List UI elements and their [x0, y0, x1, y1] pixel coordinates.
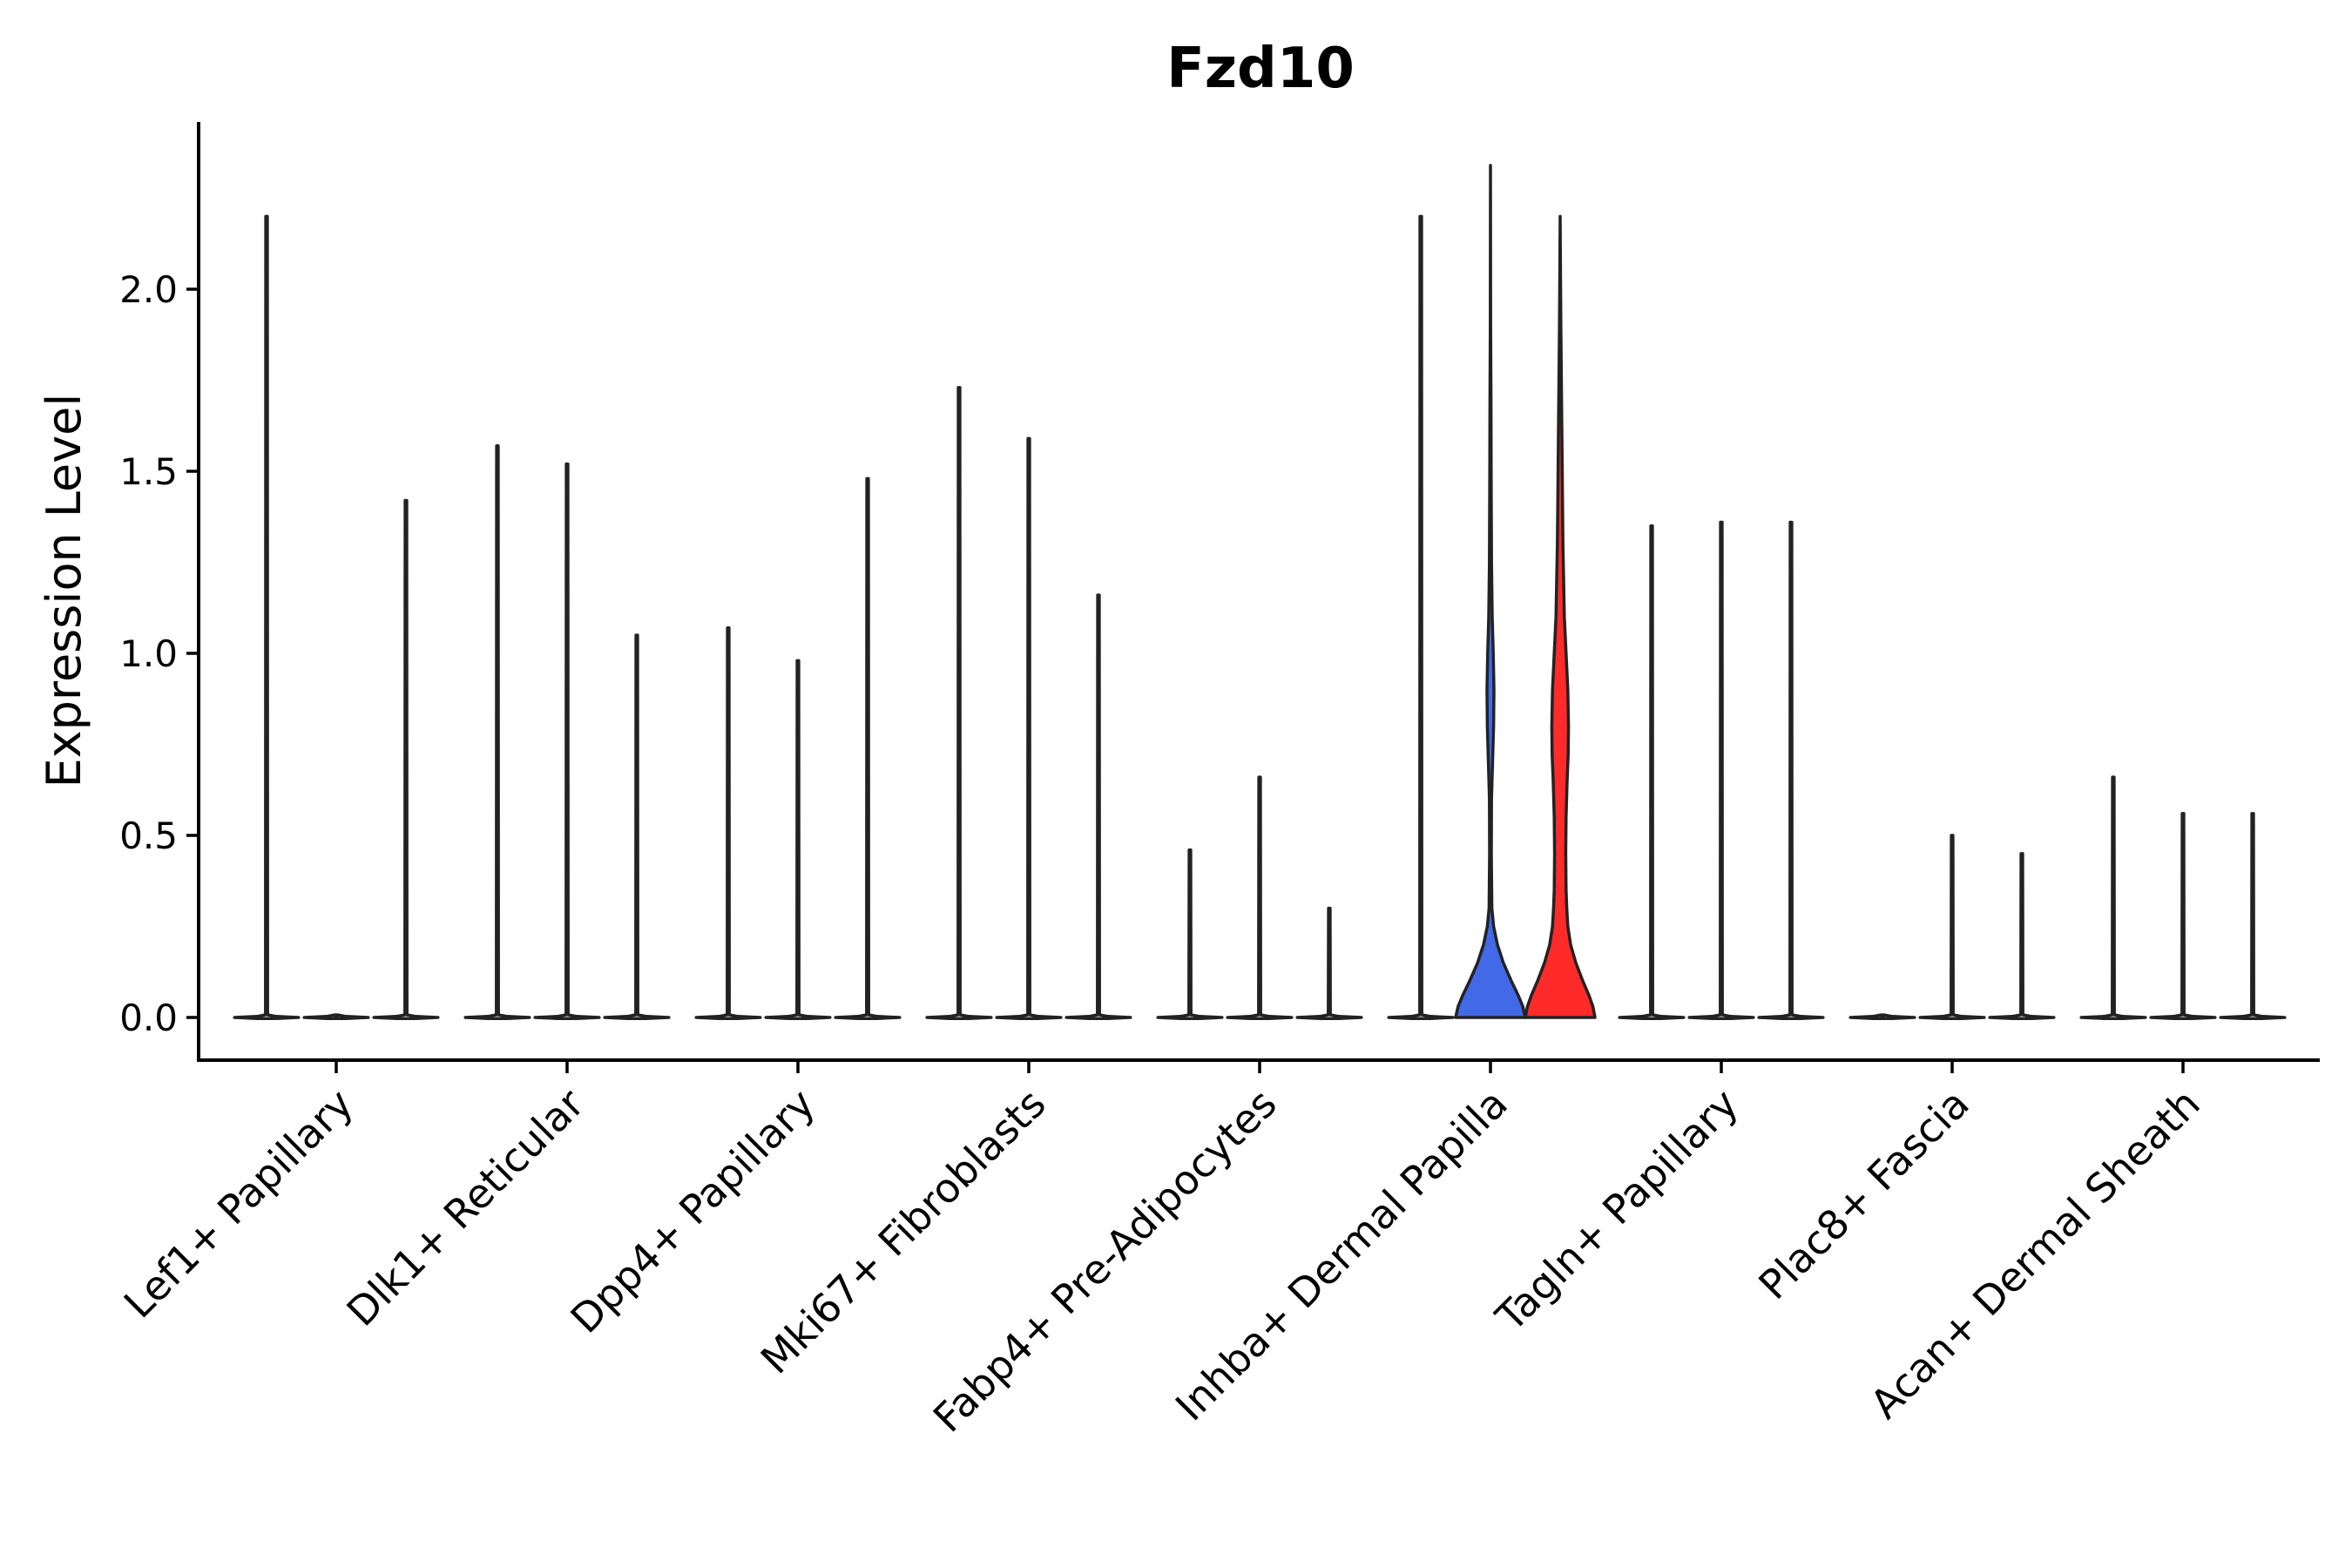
violin-6-2	[1757, 520, 1825, 1020]
violin-8-0	[2079, 775, 2147, 1020]
violin-2-2	[834, 476, 902, 1020]
violin-8-2	[2219, 812, 2287, 1020]
y-tick-label: 2.0	[119, 268, 178, 311]
violins-group	[233, 164, 2287, 1020]
violin-4-0	[1156, 848, 1224, 1020]
violin-8-1	[2149, 812, 2217, 1020]
y-ticks-group: 0.0 0.5 1.0 1.5 2.0	[119, 268, 199, 1039]
violin-7-2	[1988, 852, 2056, 1020]
violin-0-0	[233, 214, 301, 1020]
violin-2-1	[764, 659, 832, 1020]
y-axis-label: Expression Level	[37, 394, 91, 788]
violin-3-0	[925, 386, 993, 1020]
violin-4-1	[1226, 775, 1294, 1020]
y-tick-label: 0.5	[119, 814, 178, 857]
x-tick-label: Dlk1+ Reticular	[338, 1080, 593, 1335]
y-tick-label: 1.5	[119, 450, 178, 493]
violin-1-0	[463, 443, 531, 1020]
violin-3-2	[1064, 593, 1132, 1020]
violin-1-1	[533, 462, 601, 1020]
violin-3-1	[995, 436, 1063, 1020]
violin-7-1	[1918, 834, 1986, 1020]
violin-2-0	[694, 625, 762, 1020]
violin-0-1	[302, 1013, 370, 1020]
violin-6-0	[1618, 524, 1686, 1020]
violin-5-0	[1387, 214, 1455, 1020]
y-tick-label: 0.0	[119, 997, 178, 1039]
violin-1-2	[603, 633, 671, 1020]
x-tick-label: Plac8+ Fascia	[1749, 1080, 1977, 1308]
violin-0-2	[372, 498, 440, 1020]
violin-4-2	[1295, 906, 1363, 1020]
violin-5-2	[1524, 214, 1597, 1019]
violin-5-1	[1454, 164, 1527, 1019]
y-tick-label: 1.0	[119, 632, 178, 675]
x-tick-label: Lef1+ Papillary	[115, 1080, 362, 1328]
violin-7-0	[1848, 1013, 1916, 1020]
chart-title: Fzd10	[1166, 37, 1355, 101]
x-tick-label: Dpp4+ Papillary	[562, 1080, 824, 1342]
violin-6-1	[1687, 520, 1755, 1020]
x-tick-label: Tagln+ Papillary	[1486, 1080, 1747, 1342]
